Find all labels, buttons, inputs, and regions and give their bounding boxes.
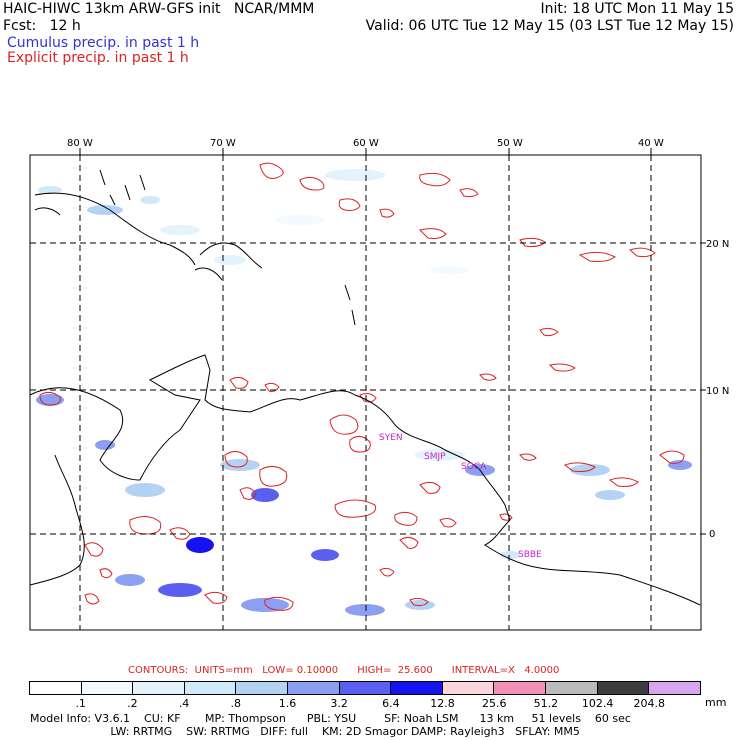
lat-label-20n: 20 N bbox=[706, 239, 729, 250]
legend-swatch bbox=[288, 682, 340, 694]
legend-swatch bbox=[339, 682, 392, 694]
legend-swatch bbox=[494, 682, 547, 694]
lon-label-80w: 80 W bbox=[67, 138, 93, 149]
legend-swatch bbox=[442, 682, 495, 694]
station-syen: SYEN bbox=[379, 433, 403, 443]
legend-swatch bbox=[649, 682, 700, 694]
station-soca: SOCA bbox=[461, 462, 487, 472]
legend-label: .1 bbox=[75, 697, 86, 710]
legend-label: 6.4 bbox=[382, 697, 400, 710]
model-title: HAIC-HIWC 13km ARW-GFS init NCAR/MMM bbox=[3, 1, 315, 17]
legend-swatch bbox=[546, 682, 598, 694]
station-smjp: SMJP bbox=[424, 452, 446, 462]
coastlines bbox=[29, 169, 701, 606]
lat-label-10n: 10 N bbox=[706, 386, 729, 397]
lon-label-60w: 60 W bbox=[353, 138, 379, 149]
legend-label: 1.6 bbox=[278, 697, 297, 710]
legend-label: 12.8 bbox=[430, 697, 455, 710]
legend-label: 102.4 bbox=[581, 697, 614, 710]
cumulus-precip bbox=[36, 169, 692, 616]
legend-swatch bbox=[133, 682, 185, 694]
legend-label: 3.2 bbox=[330, 697, 348, 710]
legend-label: 25.6 bbox=[481, 697, 507, 710]
legend-label: .4 bbox=[178, 697, 190, 710]
explicit-precip-contours bbox=[39, 162, 685, 611]
legend-label: .8 bbox=[230, 697, 242, 710]
legend-swatch bbox=[391, 682, 443, 694]
legend-swatch bbox=[30, 682, 82, 694]
legend-swatch bbox=[81, 682, 134, 694]
legend-unit: mm bbox=[705, 696, 727, 709]
explicit-label: Explicit precip. in past 1 h bbox=[7, 50, 189, 66]
lat-labels: 20 N 10 N 0 bbox=[706, 239, 729, 540]
init-time: Init: 18 UTC Mon 11 May 15 bbox=[540, 1, 734, 17]
map-frame bbox=[29, 154, 702, 631]
lon-labels: 80 W 70 W 60 W 50 W 40 W bbox=[67, 138, 664, 149]
lon-label-50w: 50 W bbox=[497, 138, 523, 149]
legend-label: 51.2 bbox=[533, 697, 559, 710]
lat-lon-grid bbox=[30, 155, 701, 630]
forecast-hour: Fcst: 12 h bbox=[3, 18, 81, 34]
legend-label: 204.8 bbox=[633, 697, 666, 710]
legend-swatch bbox=[184, 682, 237, 694]
stations: SYEN SMJP SOCA SBBE bbox=[379, 433, 542, 560]
model-info-line2: LW: RRTMG SW: RRTMG DIFF: full KM: 2D Sm… bbox=[30, 725, 580, 738]
legend-swatch bbox=[597, 682, 650, 694]
cumulus-label: Cumulus precip. in past 1 h bbox=[7, 35, 200, 51]
model-info-line1: Model Info: V3.6.1 CU: KF MP: Thompson P… bbox=[30, 712, 631, 725]
legend-label: .2 bbox=[127, 697, 138, 710]
color-legend bbox=[29, 681, 701, 695]
lon-label-70w: 70 W bbox=[210, 138, 236, 149]
contour-info: CONTOURS: UNITS=mm LOW= 0.10000 HIGH= 25… bbox=[128, 665, 560, 676]
lat-label-eq: 0 bbox=[709, 529, 715, 540]
station-sbbe: SBBE bbox=[518, 550, 542, 560]
legend-swatch bbox=[236, 682, 289, 694]
lon-label-40w: 40 W bbox=[638, 138, 664, 149]
axis-ticks bbox=[79, 148, 706, 535]
valid-time: Valid: 06 UTC Tue 12 May 15 (03 LST Tue … bbox=[365, 18, 734, 34]
